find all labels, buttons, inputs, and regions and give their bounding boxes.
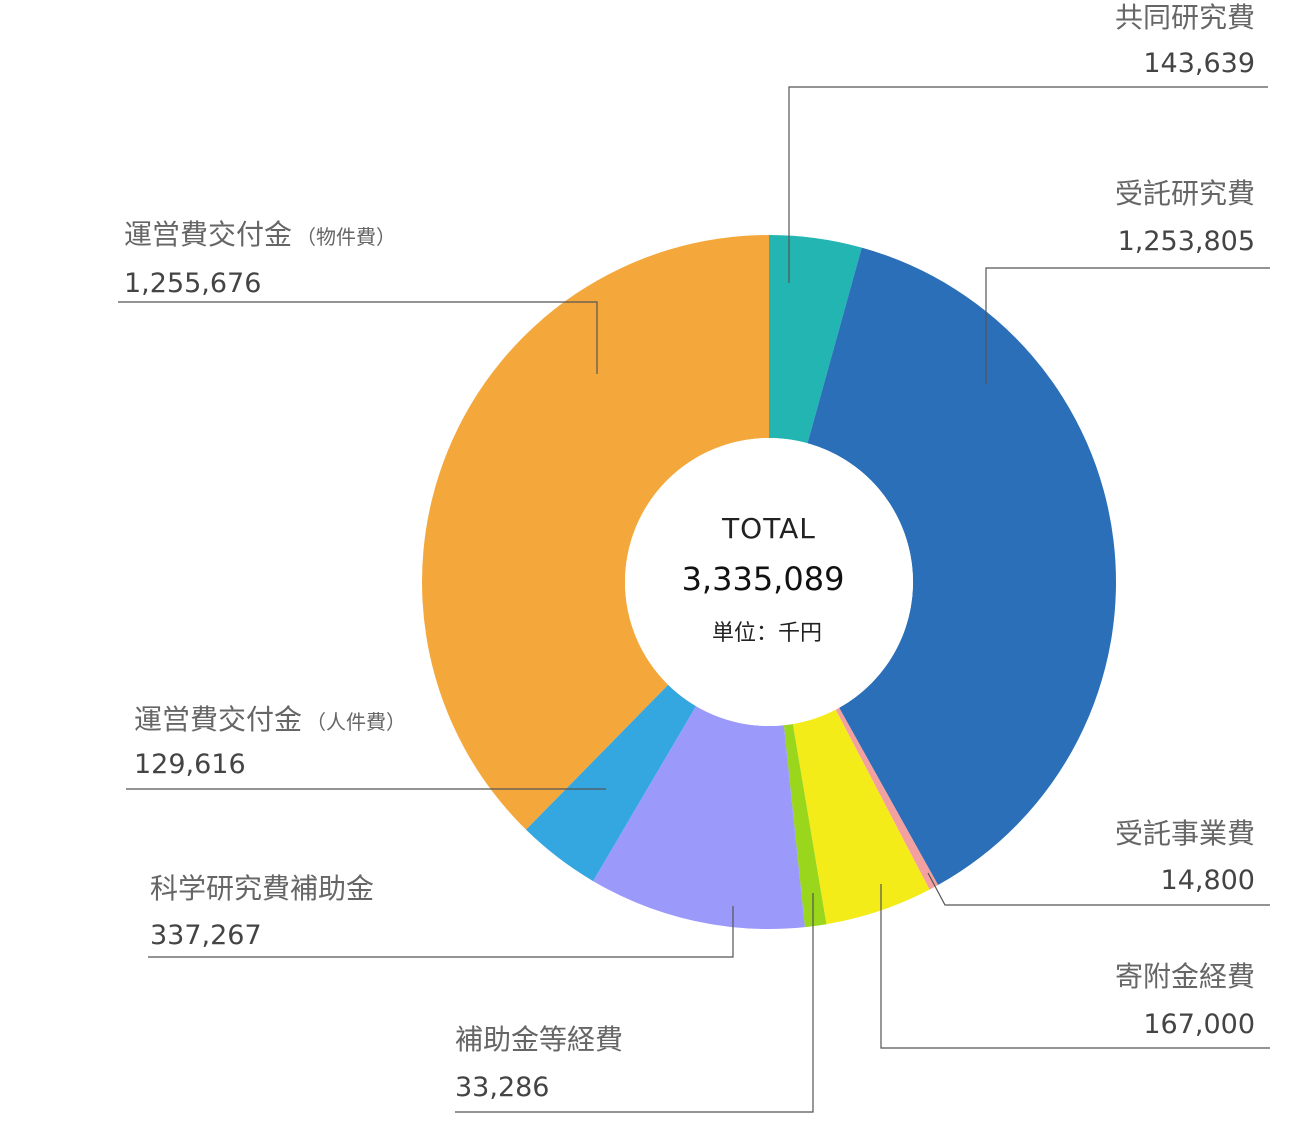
slice-label-value-6: 129,616	[134, 749, 246, 780]
slice-3	[792, 709, 930, 925]
leader-lines	[118, 86, 1270, 1113]
slice-label-name-2: 受託事業費	[1115, 817, 1255, 850]
slice-label-name-1: 受託研究費	[1115, 177, 1255, 210]
slice-label-value-5: 337,267	[150, 920, 262, 951]
leader-line-2	[927, 872, 1270, 906]
slice-1	[807, 247, 1116, 886]
slice-6	[525, 684, 696, 882]
slice-5	[593, 706, 805, 929]
slice-7	[422, 235, 769, 830]
slice-2	[835, 707, 939, 890]
slice-label-name-5: 科学研究費補助金	[150, 872, 374, 905]
center-unit: 単位：千円	[712, 621, 822, 646]
center-total: 3,335,089	[682, 560, 845, 598]
slice-label-name-7: 運営費交付金 （物件費）	[124, 218, 396, 251]
slice-label-value-1: 1,253,805	[1118, 226, 1255, 257]
slice-label-name-3: 寄附金経費	[1115, 960, 1255, 993]
slice-4	[783, 724, 827, 928]
leader-line-4	[455, 893, 814, 1113]
slice-labels: 共同研究費 143,639 受託研究費 1,253,805 受託事業費 14,800 寄附金…	[124, 1, 1255, 1103]
slice-label-name-6: 運営費交付金 （人件費）	[134, 703, 406, 736]
slice-label-value-2: 14,800	[1161, 865, 1255, 896]
slice-label-name-0: 共同研究費	[1115, 1, 1255, 34]
leader-line-0	[788, 86, 1268, 283]
leader-line-1	[985, 267, 1270, 384]
center-title: TOTAL	[721, 512, 816, 545]
slice-0	[769, 235, 862, 444]
slice-label-value-7: 1,255,676	[124, 268, 261, 299]
donut-hole	[625, 438, 913, 726]
slices-layer	[422, 235, 1116, 929]
leader-line-3	[880, 884, 1270, 1049]
leader-line-5	[148, 906, 734, 958]
slice-label-value-3: 167,000	[1143, 1009, 1255, 1040]
leader-line-7	[118, 301, 598, 374]
slice-label-name-4: 補助金等経費	[455, 1023, 623, 1056]
slice-label-value-4: 33,286	[455, 1072, 549, 1103]
slice-label-value-0: 143,639	[1143, 48, 1255, 79]
